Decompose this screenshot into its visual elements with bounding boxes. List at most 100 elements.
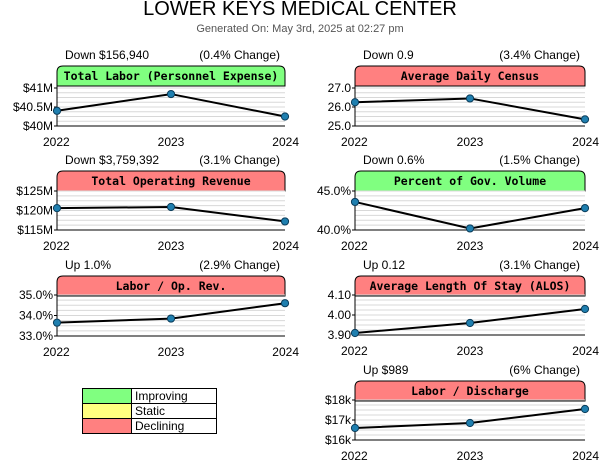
x-tick-label: 2024	[272, 135, 299, 149]
data-point	[166, 314, 176, 323]
x-tick-label: 2022	[43, 135, 70, 149]
chart-title: Average Length Of Stay (ALOS)	[370, 279, 571, 293]
y-tick-label: $41M	[23, 81, 53, 95]
x-tick-label: 2023	[457, 239, 484, 253]
legend-row-static: Static	[82, 403, 217, 419]
chart-2: Down $3,759,392 (3.1% Change) Total Operat…	[16, 153, 299, 253]
x-tick-label: 2023	[158, 345, 185, 359]
summary-right: (3.1% Change)	[199, 153, 280, 167]
y-tick-label: $40M	[23, 119, 53, 133]
x-tick-label: 2024	[572, 344, 599, 358]
summary-right: (3.4% Change)	[499, 48, 580, 62]
x-tick-label: 2024	[272, 345, 299, 359]
data-point	[52, 204, 62, 213]
title-tab	[56, 65, 286, 87]
chart-5: Up 0.12 (3.1% Change) Average Length Of St…	[328, 258, 600, 358]
data-point	[580, 304, 590, 314]
x-tick-label: 2023	[457, 135, 484, 149]
title-tab	[354, 65, 586, 87]
title-tab	[354, 170, 586, 192]
data-point	[166, 89, 176, 99]
summary-left: Down 0.9	[363, 48, 414, 62]
chart-0: Down $156,940 (0.4% Change) Total Labor (P…	[13, 48, 299, 149]
y-tick-label: 3.90	[328, 328, 352, 342]
legend: Improving Static Declining	[82, 388, 217, 434]
data-point	[350, 197, 360, 207]
y-tick-label: 33.0%	[19, 329, 53, 343]
data-point	[280, 112, 290, 121]
y-tick-label: $120M	[16, 204, 53, 218]
title-tab	[56, 170, 286, 192]
x-tick-label: 2022	[341, 449, 368, 463]
y-tick-label: $17k	[325, 413, 352, 427]
data-point	[280, 299, 290, 308]
chart-4: Up 1.0% (2.9% Change) Labor / Op. Rev. 33.0…	[19, 258, 299, 359]
x-tick-label: 2022	[43, 239, 70, 253]
summary-right: (1.5% Change)	[499, 153, 580, 167]
legend-swatch-declining	[82, 418, 132, 434]
chart-title: Total Operating Revenue	[91, 174, 250, 188]
chart-title: Labor / Op. Rev.	[116, 279, 227, 293]
data-point	[350, 98, 360, 107]
x-tick-label: 2024	[272, 239, 299, 253]
y-tick-label: 35.0%	[19, 288, 53, 302]
legend-swatch-static	[82, 403, 132, 419]
y-tick-label: 40.0%	[317, 223, 351, 237]
legend-row-improving: Improving	[82, 388, 217, 404]
x-tick-label: 2023	[457, 449, 484, 463]
legend-label-static: Static	[131, 403, 217, 419]
data-point	[52, 106, 62, 115]
y-tick-label: $16k	[325, 433, 352, 447]
title-tab	[56, 275, 286, 297]
data-point	[465, 318, 475, 328]
legend-label-declining: Declining	[131, 418, 217, 434]
y-tick-label: 4.00	[328, 308, 352, 322]
y-tick-label: 4.10	[328, 288, 352, 302]
y-tick-label: $18k	[325, 393, 352, 407]
y-tick-label: 25.0	[328, 119, 352, 133]
x-tick-label: 2024	[572, 135, 599, 149]
data-point	[465, 94, 475, 103]
x-tick-label: 2022	[341, 135, 368, 149]
data-point	[580, 404, 590, 414]
data-point	[166, 202, 176, 212]
x-tick-label: 2022	[43, 345, 70, 359]
chart-title: Total Labor (Personnel Expense)	[64, 69, 279, 83]
x-tick-label: 2023	[158, 135, 185, 149]
chart-title: Percent of Gov. Volume	[394, 174, 546, 188]
x-tick-label: 2024	[572, 239, 599, 253]
generated-timestamp: Generated On: May 3rd, 2025 at 02:27 pm	[196, 23, 404, 35]
data-point	[52, 318, 62, 327]
summary-left: Up $989	[363, 363, 409, 377]
summary-left: Down $156,940	[65, 48, 149, 62]
x-tick-label: 2022	[341, 344, 368, 358]
data-point	[350, 328, 360, 338]
x-tick-label: 2022	[341, 239, 368, 253]
y-tick-label: $125M	[16, 184, 53, 198]
y-tick-label: $40.5M	[13, 100, 53, 114]
legend-label-improving: Improving	[131, 388, 217, 404]
x-tick-label: 2023	[457, 344, 484, 358]
page-title: LOWER KEYS MEDICAL CENTER	[143, 0, 457, 20]
legend-row-declining: Declining	[82, 418, 217, 434]
summary-right: (0.4% Change)	[199, 48, 280, 62]
y-tick-label: 34.0%	[19, 309, 53, 323]
data-point	[280, 217, 290, 226]
chart-3: Down 0.6% (1.5% Change) Percent of Gov. Vo…	[317, 153, 599, 253]
y-tick-label: 26.0	[328, 100, 352, 114]
chart-title: Average Daily Census	[401, 69, 539, 83]
summary-left: Up 0.12	[363, 258, 405, 272]
data-point	[350, 423, 360, 433]
x-tick-label: 2023	[158, 239, 185, 253]
title-tab	[354, 275, 586, 297]
x-tick-label: 2024	[572, 449, 599, 463]
summary-right: (2.9% Change)	[199, 258, 280, 272]
summary-left: Down 0.6%	[363, 153, 425, 167]
title-tab	[354, 380, 586, 402]
summary-left: Down $3,759,392	[65, 153, 159, 167]
summary-right: (3.1% Change)	[499, 258, 580, 272]
data-point	[580, 115, 590, 124]
chart-6: Up $989 (6% Change) Labor / Discharge $16k $…	[325, 363, 599, 463]
data-point	[580, 204, 590, 213]
